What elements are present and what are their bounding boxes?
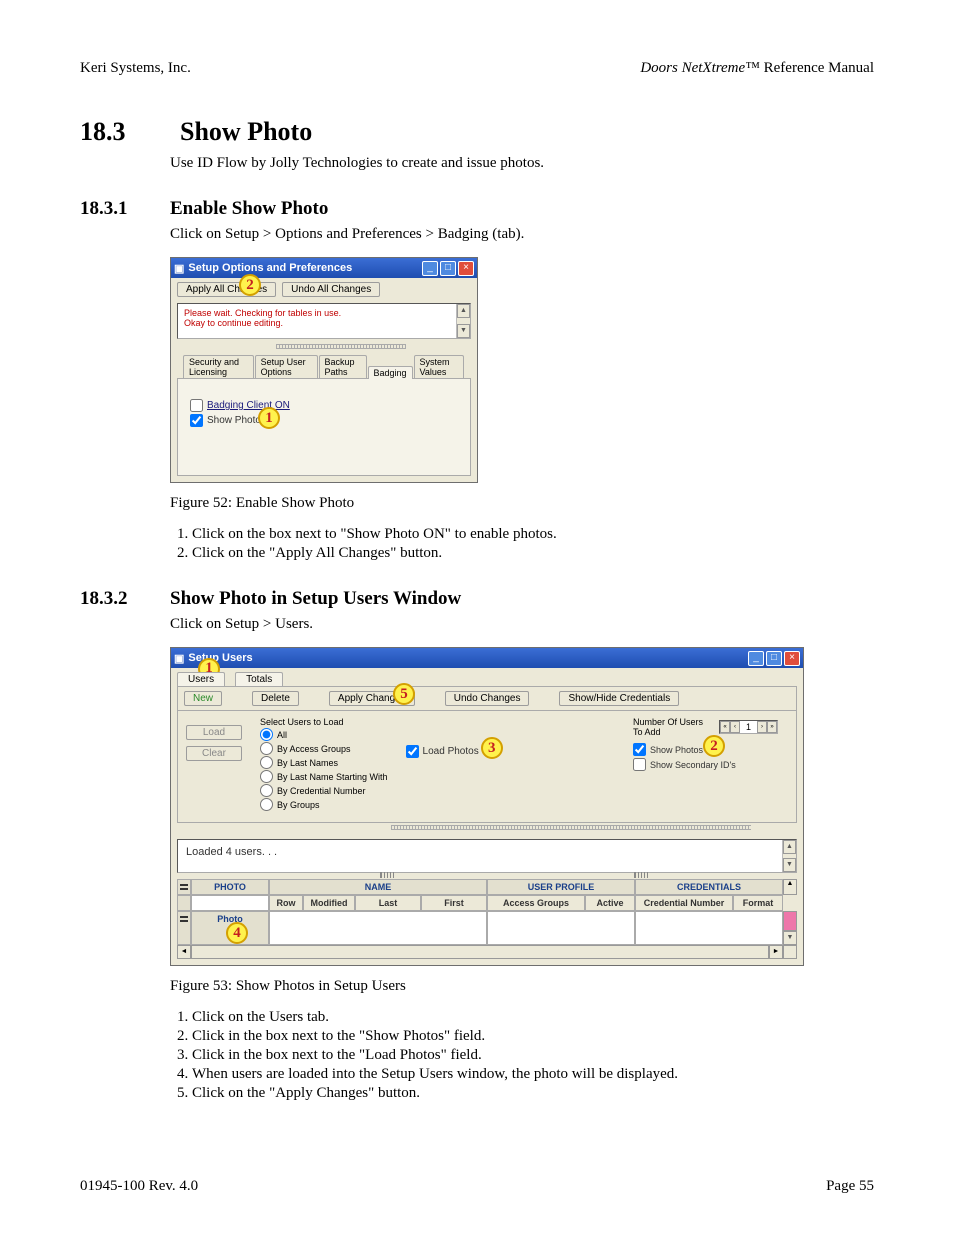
minimize-button[interactable]: _ xyxy=(422,261,438,276)
callout-2: 2 xyxy=(239,274,261,296)
scroll-down[interactable]: ▼ xyxy=(457,324,470,338)
show-secondary-ids-label: Show Secondary ID's xyxy=(650,760,736,770)
figure-53-caption: Figure 53: Show Photos in Setup Users xyxy=(170,978,874,995)
maximize-button[interactable]: □ xyxy=(440,261,456,276)
subsection-title: Enable Show Photo xyxy=(170,198,328,220)
steps-1831: Click on the box next to "Show Photo ON"… xyxy=(170,526,874,562)
callout-u3: 3 xyxy=(481,737,503,759)
new-button[interactable]: New xyxy=(184,691,222,706)
radio-access-groups[interactable] xyxy=(260,742,273,755)
tab-totals[interactable]: Totals xyxy=(235,672,283,686)
tab-system-values[interactable]: System Values xyxy=(414,355,464,378)
grid-cell[interactable] xyxy=(269,911,487,945)
load-photos-checkbox[interactable] xyxy=(406,745,419,758)
grid-cell[interactable] xyxy=(487,911,635,945)
show-hide-credentials-button[interactable]: Show/Hide Credentials xyxy=(559,691,679,706)
callout-1: 1 xyxy=(258,407,280,429)
subcol-modified: Modified xyxy=(303,895,355,911)
tab-security-licensing[interactable]: Security and Licensing xyxy=(183,355,254,378)
delete-button[interactable]: Delete xyxy=(252,691,299,706)
subcol-active: Active xyxy=(585,895,635,911)
show-photos-label: Show Photos xyxy=(650,745,703,755)
section-title: Show Photo xyxy=(180,117,312,147)
subcol-first: First xyxy=(421,895,487,911)
doc-title: Doors NetXtreme™ Reference Manual xyxy=(640,60,874,77)
status-msg-2: Okay to continue editing. xyxy=(184,318,464,328)
load-photos-label: Load Photos xyxy=(423,746,479,757)
scroll-up[interactable]: ▲ xyxy=(783,879,797,895)
num-users-label: Number Of Users To Add xyxy=(633,717,713,737)
callout-u4: 4 xyxy=(226,922,248,944)
subcol-format: Format xyxy=(733,895,783,911)
screenshot-setup-users: ▣ Setup Users 1 _ □ × Users Totals New D… xyxy=(170,647,804,966)
callout-u2: 2 xyxy=(703,735,725,757)
badging-client-on-label: Badging Client ON xyxy=(207,400,290,411)
close-button[interactable]: × xyxy=(784,651,800,666)
scroll-down[interactable]: ▼ xyxy=(783,858,796,872)
load-button[interactable]: Load xyxy=(186,725,242,740)
maximize-button[interactable]: □ xyxy=(766,651,782,666)
hscroll-left[interactable]: ◄ xyxy=(177,945,191,959)
subsection-num-2: 18.3.2 xyxy=(80,588,140,610)
subcol-access-groups: Access Groups xyxy=(487,895,585,911)
subsection-title-2: Show Photo in Setup Users Window xyxy=(170,588,461,610)
col-photo: PHOTO xyxy=(191,879,269,895)
show-photos-checkbox[interactable] xyxy=(633,743,646,756)
col-user-profile: USER PROFILE xyxy=(487,879,635,895)
close-button[interactable]: × xyxy=(458,261,474,276)
tab-setup-user-options[interactable]: Setup User Options xyxy=(255,355,318,378)
badging-client-on-checkbox[interactable] xyxy=(190,399,203,412)
radio-by-groups[interactable] xyxy=(260,798,273,811)
tab-badging[interactable]: Badging xyxy=(368,366,413,379)
subcol-credential-number: Credential Number xyxy=(635,895,733,911)
steps-1832: Click on the Users tab. Click in the box… xyxy=(170,1009,874,1102)
minimize-button[interactable]: _ xyxy=(748,651,764,666)
show-photo-on-checkbox[interactable] xyxy=(190,414,203,427)
app-icon: ▣ xyxy=(174,262,184,275)
app-icon: ▣ xyxy=(174,652,184,665)
subcol-last: Last xyxy=(355,895,421,911)
subsection-num: 18.3.1 xyxy=(80,198,140,220)
col-credentials: CREDENTIALS xyxy=(635,879,783,895)
footer-doc-rev: 01945-100 Rev. 4.0 xyxy=(80,1178,198,1195)
scroll-up[interactable]: ▲ xyxy=(457,304,470,318)
scroll-up[interactable]: ▲ xyxy=(783,840,796,854)
hscroll-right[interactable]: ► xyxy=(769,945,783,959)
status-text: Loaded 4 users. . . xyxy=(186,846,277,858)
screenshot-enable-show-photo: ▣ Setup Options and Preferences _ □ × Ap… xyxy=(170,257,478,483)
figure-52-caption: Figure 52: Enable Show Photo xyxy=(170,495,874,512)
section-intro: Use ID Flow by Jolly Technologies to cre… xyxy=(170,155,874,172)
company-name: Keri Systems, Inc. xyxy=(80,60,191,77)
subcol-row: Row xyxy=(269,895,303,911)
tab-users[interactable]: Users xyxy=(177,672,225,686)
subsection-intro: Click on Setup > Options and Preferences… xyxy=(170,226,874,243)
window-title: Setup Options and Preferences xyxy=(188,262,352,274)
status-msg-1: Please wait. Checking for tables in use. xyxy=(184,308,464,318)
callout-u5: 5 xyxy=(393,683,415,705)
tab-backup-paths[interactable]: Backup Paths xyxy=(319,355,367,378)
show-secondary-ids-checkbox[interactable] xyxy=(633,758,646,771)
radio-last-names[interactable] xyxy=(260,756,273,769)
section-num: 18.3 xyxy=(80,117,140,147)
window-title-2: Setup Users xyxy=(188,652,252,664)
scroll-down[interactable]: ▼ xyxy=(783,931,797,945)
clear-button[interactable]: Clear xyxy=(186,746,242,761)
radio-credential-number[interactable] xyxy=(260,784,273,797)
footer-page-num: Page 55 xyxy=(826,1178,874,1195)
radio-last-name-starting[interactable] xyxy=(260,770,273,783)
grid-cell[interactable] xyxy=(635,911,783,945)
radio-all[interactable] xyxy=(260,728,273,741)
apply-all-changes-button[interactable]: Apply All Changes xyxy=(177,282,276,297)
undo-changes-button[interactable]: Undo Changes xyxy=(445,691,530,706)
col-name: NAME xyxy=(269,879,487,895)
select-users-label: Select Users to Load xyxy=(260,717,388,727)
num-users-spinner[interactable]: «‹ 1 ›» xyxy=(719,720,778,734)
subsection-intro-2: Click on Setup > Users. xyxy=(170,616,874,633)
undo-all-changes-button[interactable]: Undo All Changes xyxy=(282,282,380,297)
hscroll-track[interactable] xyxy=(191,945,769,959)
